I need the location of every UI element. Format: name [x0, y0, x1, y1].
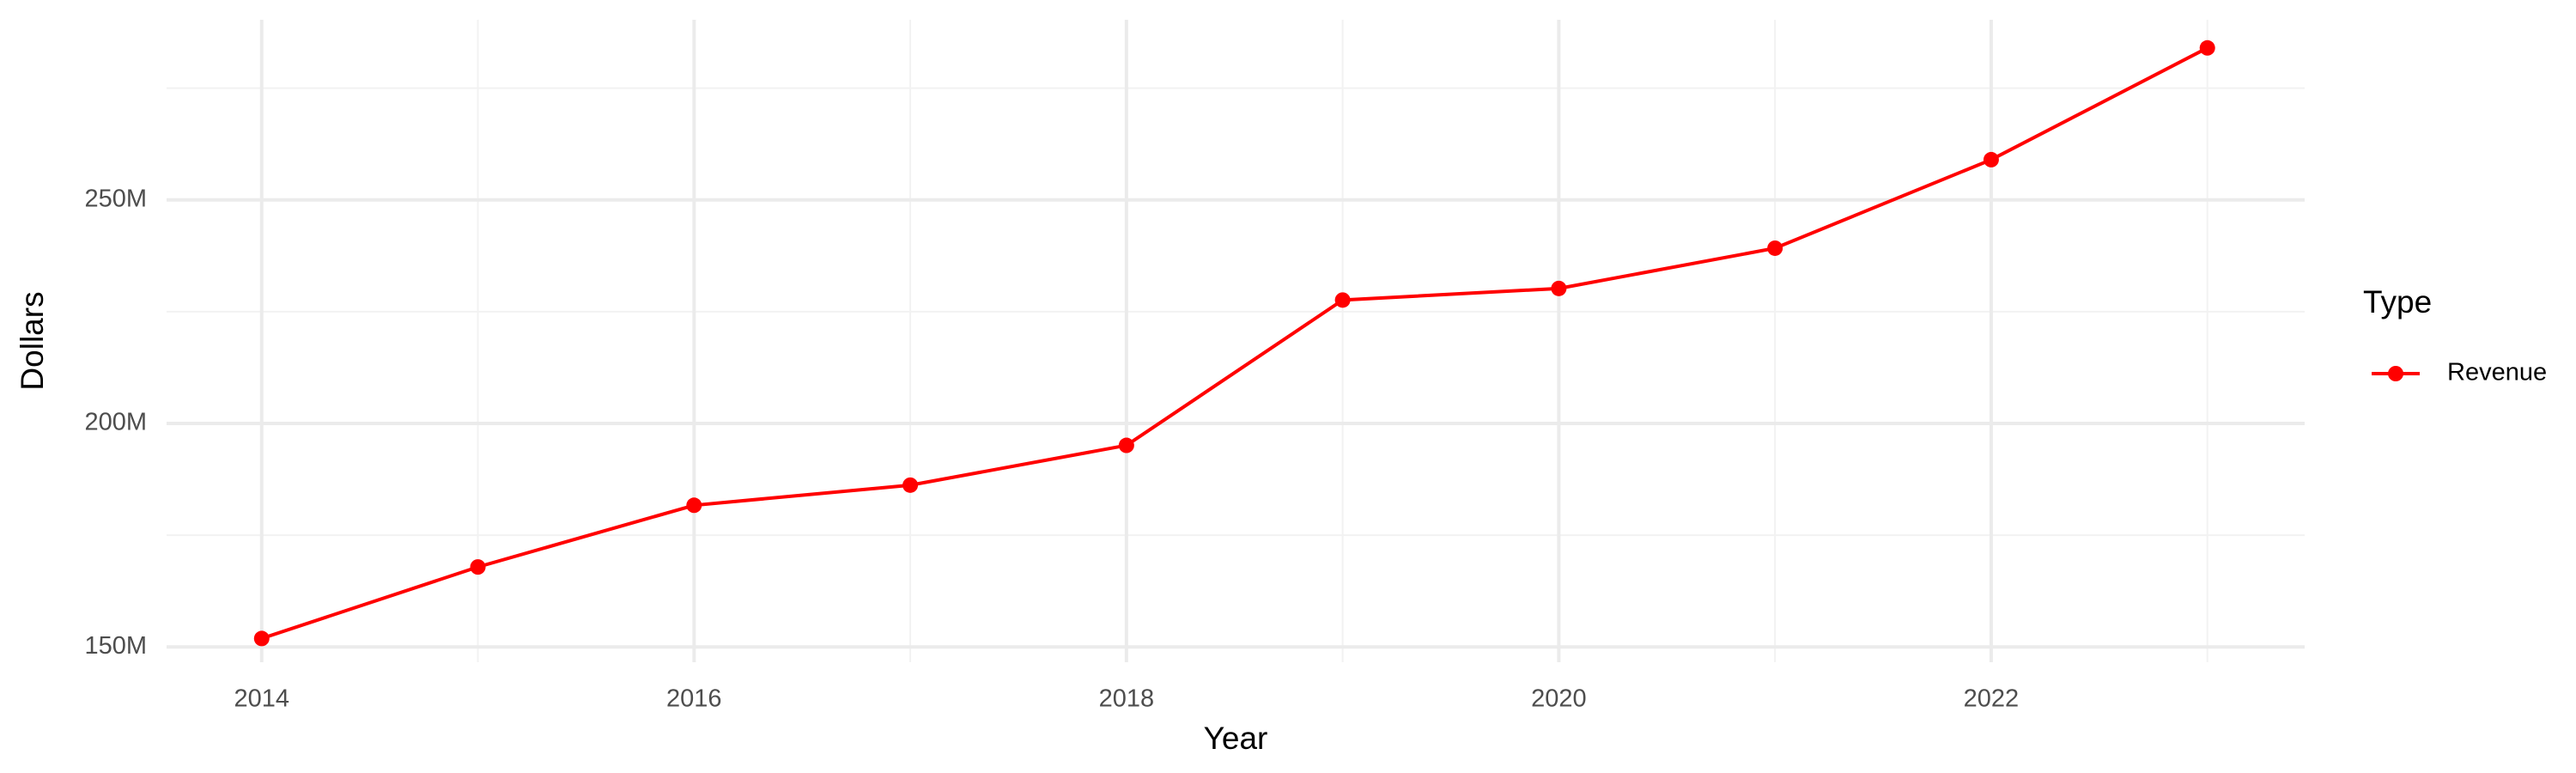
- y-axis-title: Dollars: [15, 291, 50, 390]
- point: [686, 497, 702, 514]
- x-tick-label: 2016: [666, 685, 722, 713]
- line: [261, 46, 2208, 641]
- x-tick-label: 2020: [1531, 685, 1587, 713]
- x-tick-label: 2014: [234, 685, 290, 713]
- point: [1767, 240, 1783, 256]
- point: [902, 477, 919, 493]
- legend-key-point: [2388, 366, 2403, 381]
- point: [1551, 280, 1567, 296]
- legend-title: Type: [2363, 284, 2432, 320]
- point: [2199, 40, 2215, 56]
- x-axis-title: Year: [1204, 721, 1268, 756]
- point: [1118, 437, 1134, 453]
- y-tick-label: 200M: [84, 409, 147, 436]
- y-tick-label: 250M: [84, 185, 147, 212]
- x-tick-label: 2022: [1964, 685, 2020, 713]
- x-tick-label: 2018: [1099, 685, 1155, 713]
- point: [1334, 292, 1351, 308]
- point: [253, 630, 270, 647]
- y-tick-label: 150M: [84, 632, 147, 660]
- point: [1983, 151, 1999, 167]
- legend-label: Revenue: [2447, 359, 2547, 386]
- point: [470, 559, 486, 575]
